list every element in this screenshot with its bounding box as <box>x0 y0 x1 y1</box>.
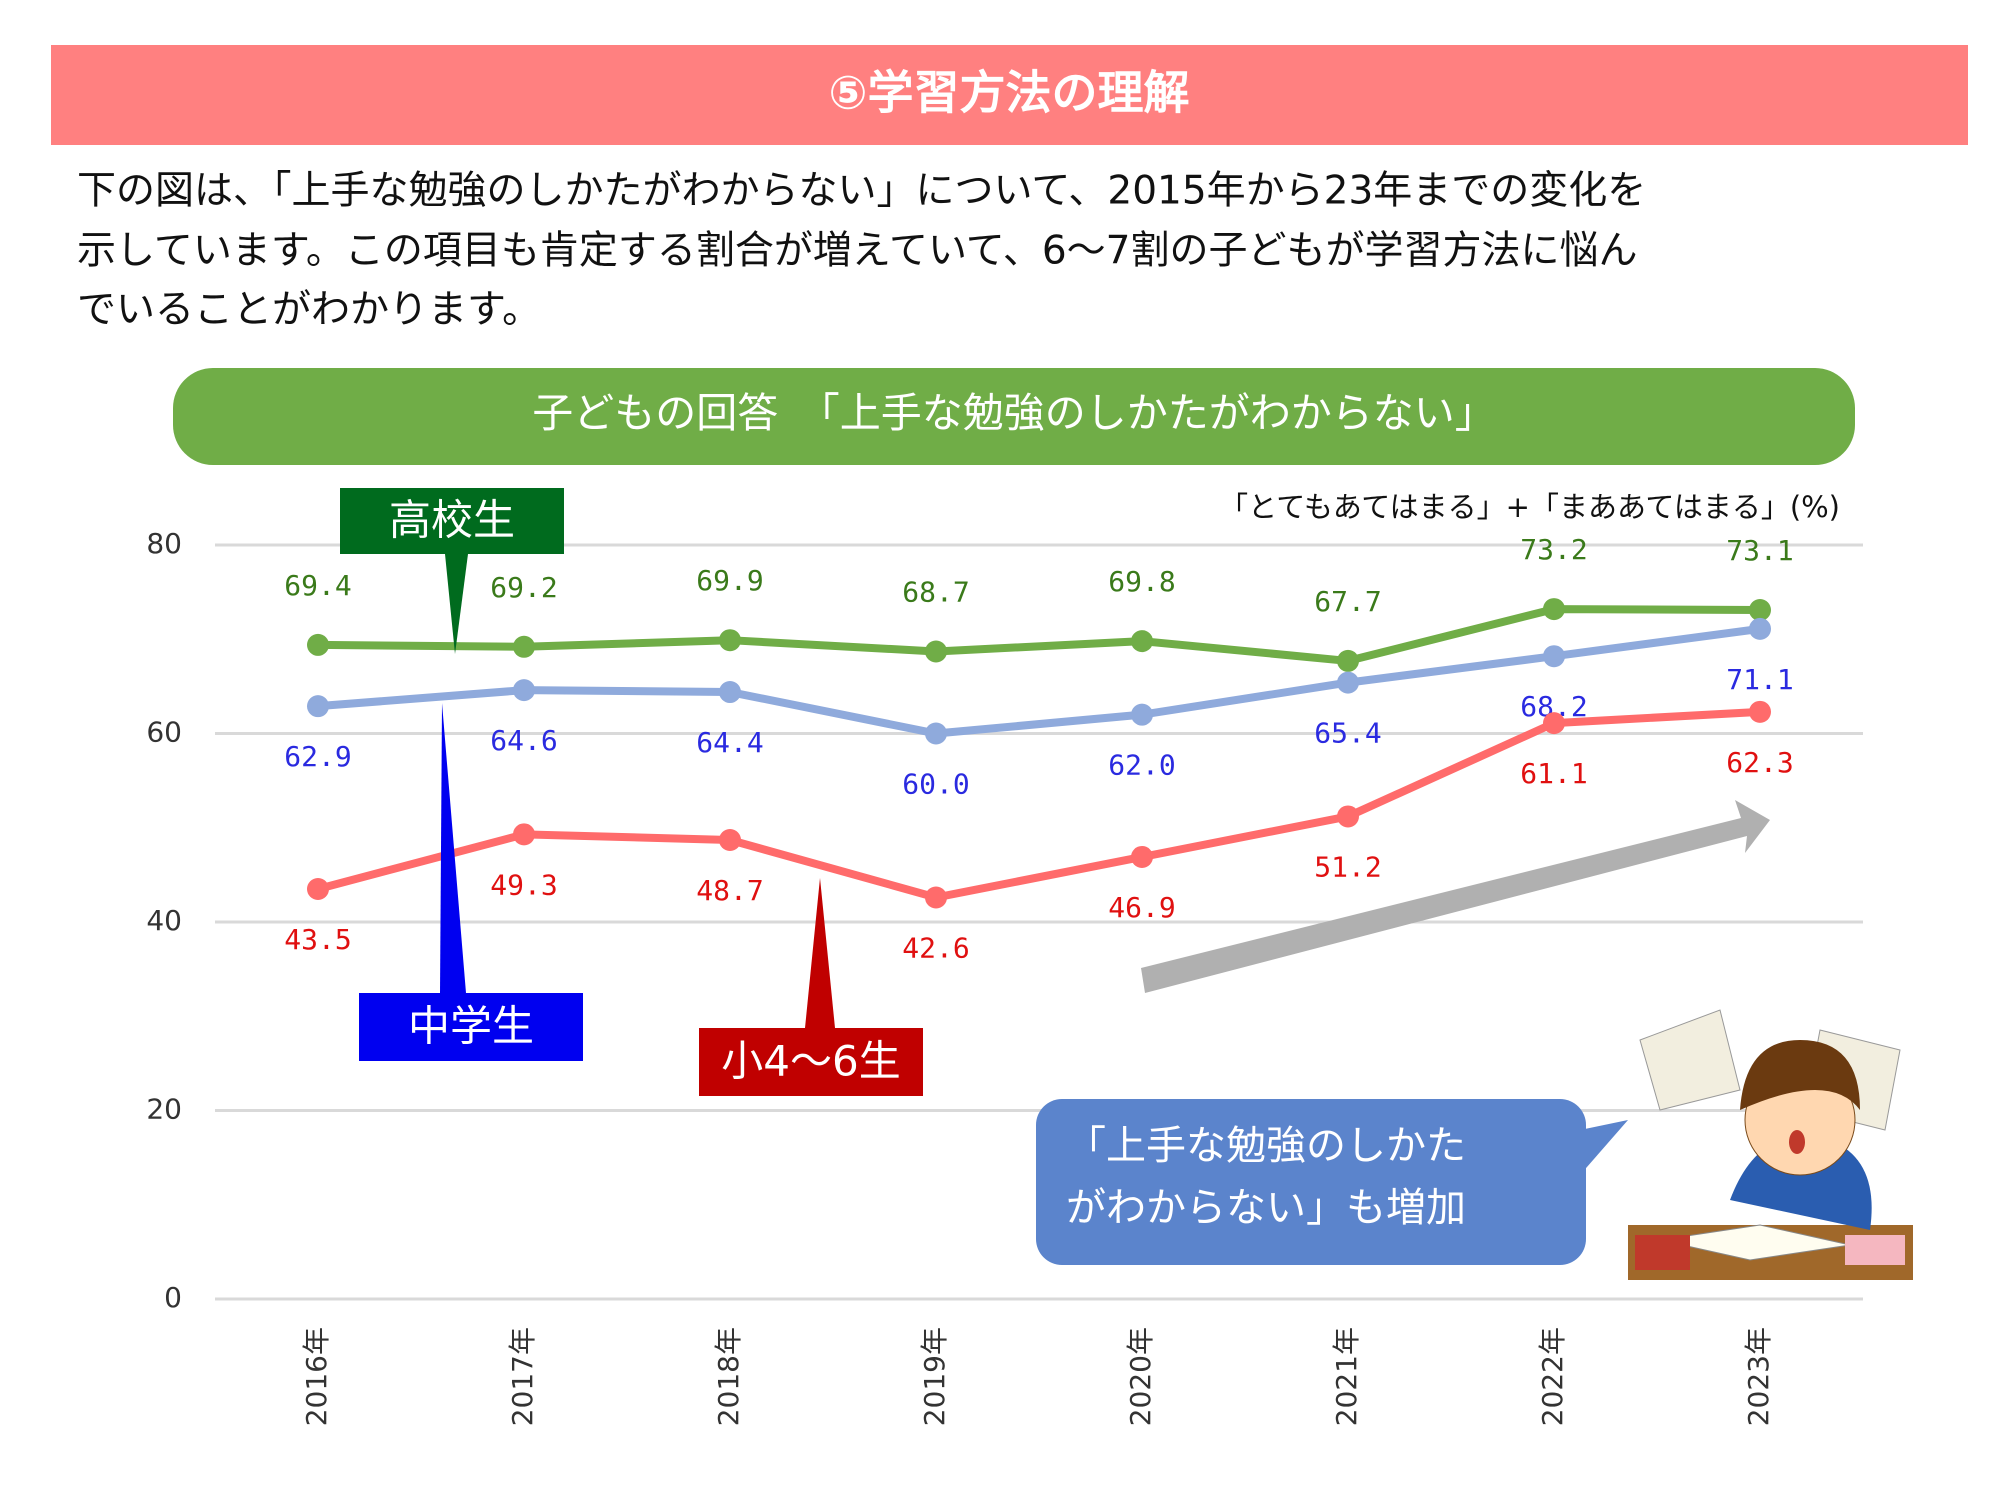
plot: 0 20 40 60 80 2016年 2017年 2018年 2019年 2020年 2021年 2… <box>146 527 1863 1426</box>
legend-label: 高校生 <box>389 496 515 545</box>
book <box>1845 1235 1905 1265</box>
y-tick-label: 80 <box>146 527 182 560</box>
series-line <box>317 624 1761 738</box>
paper <box>1639 1009 1741 1111</box>
data-label: 65.4 <box>1314 717 1381 750</box>
data-point <box>1337 649 1359 672</box>
trend-arrow <box>1141 800 1770 993</box>
data-point <box>307 695 329 718</box>
unit-note: 「とてもあてはまる」+「まああてはまる」(%) <box>1219 490 1840 524</box>
data-point <box>513 635 535 658</box>
paragraph-line: 下の図は、「上手な勉強のしかたがわからない」について、2015年から23年までの… <box>77 169 1646 214</box>
series-line <box>316 707 1761 902</box>
data-label: 68.7 <box>902 576 969 609</box>
legend-label: 中学生 <box>408 1002 534 1051</box>
data-point <box>1337 805 1359 828</box>
data-point <box>1131 630 1153 653</box>
y-tick-label: 40 <box>146 904 182 937</box>
data-label: 62.3 <box>1726 746 1793 779</box>
data-point <box>925 886 947 909</box>
callout-line: がわからない」も増加 <box>1066 1185 1466 1231</box>
data-label: 62.9 <box>284 740 351 773</box>
data-label: 69.8 <box>1108 565 1175 598</box>
data-label: 64.6 <box>490 724 557 757</box>
legend-pointer <box>440 703 466 993</box>
data-label: 60.0 <box>902 768 969 801</box>
data-point <box>307 878 329 901</box>
data-label: 71.1 <box>1726 663 1793 696</box>
data-point <box>307 633 329 656</box>
data-point <box>719 829 741 852</box>
child-hair <box>1740 1040 1860 1110</box>
data-point <box>1749 700 1771 723</box>
header-title: ⑤学習方法の理解 <box>829 66 1190 120</box>
data-label: 69.9 <box>696 564 763 597</box>
legend-box <box>359 993 583 1061</box>
data-point <box>1543 712 1565 735</box>
callout-box <box>1036 1099 1586 1265</box>
legend-box <box>340 488 564 554</box>
data-label: 64.4 <box>696 726 763 759</box>
illustration <box>1628 1009 1913 1280</box>
data-label: 69.2 <box>490 571 557 604</box>
paragraph-line: でいることがわかります。 <box>77 288 541 333</box>
x-tick-label: 2018年 <box>712 1327 745 1426</box>
x-tick-label: 2017年 <box>506 1327 539 1426</box>
legend-label: 小4〜6生 <box>721 1037 900 1086</box>
x-tick-label: 2023年 <box>1742 1327 1775 1426</box>
x-tick-label: 2019年 <box>918 1327 951 1426</box>
series-line <box>317 605 1761 665</box>
x-tick-label: 2016年 <box>300 1327 333 1426</box>
y-tick-label: 0 <box>164 1281 182 1314</box>
data-label: 69.4 <box>284 569 351 602</box>
data-point <box>1131 845 1153 868</box>
data-point <box>925 722 947 745</box>
data-label: 43.5 <box>284 923 351 956</box>
data-label: 67.7 <box>1314 585 1381 618</box>
data-label: 73.1 <box>1726 534 1793 567</box>
callout-line: 「上手な勉強のしかた <box>1066 1123 1466 1169</box>
data-label: 42.6 <box>902 931 969 964</box>
child-mouth <box>1789 1130 1805 1154</box>
data-label: 73.2 <box>1520 533 1587 566</box>
data-point <box>1543 598 1565 621</box>
data-label: 49.3 <box>490 868 557 901</box>
data-label: 46.9 <box>1108 891 1175 924</box>
chart-title: 子どもの回答 「上手な勉強のしかたがわからない」 <box>532 389 1496 437</box>
x-tick-label: 2020年 <box>1124 1327 1157 1426</box>
callout-pointer <box>1580 1120 1628 1175</box>
data-point <box>513 823 535 846</box>
data-label: 61.1 <box>1520 757 1587 790</box>
y-tick-label: 60 <box>146 716 182 749</box>
chart-banner <box>173 368 1855 465</box>
legend-pointer <box>445 554 468 654</box>
data-point <box>1131 703 1153 726</box>
data-point <box>1543 645 1565 668</box>
x-tick-label: 2021年 <box>1330 1327 1363 1426</box>
data-point <box>1749 599 1771 622</box>
data-point <box>1337 671 1359 694</box>
y-tick-label: 20 <box>146 1093 182 1126</box>
data-point <box>513 679 535 702</box>
legend-pointer <box>805 878 835 1028</box>
data-point <box>719 629 741 652</box>
book <box>1635 1235 1690 1270</box>
header-bar <box>51 45 1968 145</box>
data-point <box>925 640 947 663</box>
data-label: 48.7 <box>696 874 763 907</box>
legend-box <box>699 1028 923 1096</box>
data-point <box>1749 617 1771 640</box>
x-tick-label: 2022年 <box>1536 1327 1569 1426</box>
paragraph-line: 示しています。この項目も肯定する割合が増えていて、6〜7割の子どもが学習方法に悩… <box>77 229 1638 274</box>
data-label: 51.2 <box>1314 850 1381 883</box>
data-label: 62.0 <box>1108 749 1175 782</box>
data-point <box>719 681 741 704</box>
